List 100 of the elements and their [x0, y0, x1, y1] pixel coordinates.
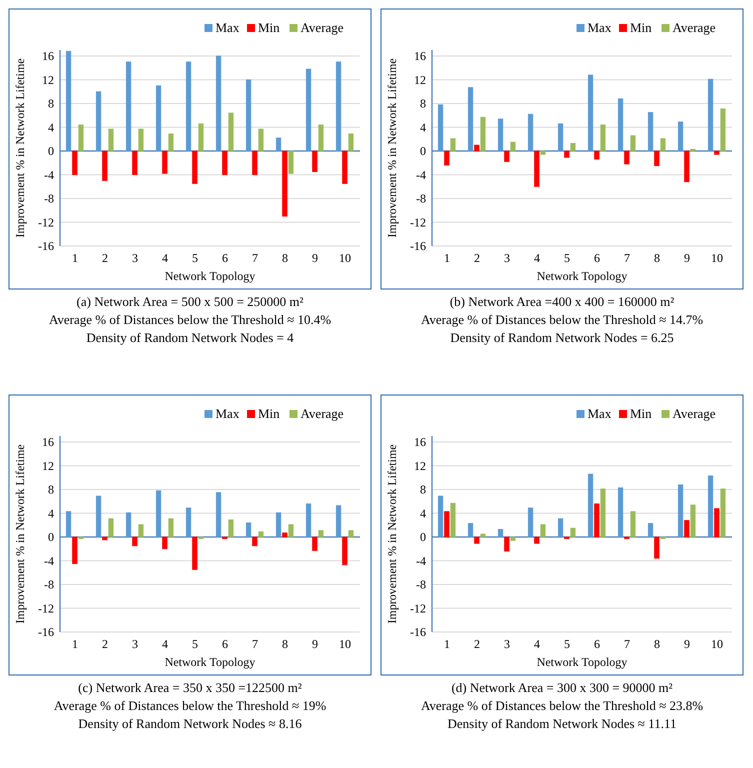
bar [306, 68, 312, 152]
text: Average % of Distances below the Threshold ≈ 14.7% [420, 312, 704, 327]
bar [66, 50, 72, 152]
legend-label: Max [216, 406, 240, 421]
x-tick-label: 2 [474, 637, 480, 651]
bar [186, 508, 192, 538]
y-tick-label: -12 [38, 215, 54, 230]
bar [66, 511, 72, 538]
bar [594, 503, 600, 538]
x-tick-label: 10 [711, 251, 723, 265]
x-tick-label: 4 [162, 637, 168, 651]
x-axis-title: Network Topology [536, 269, 628, 283]
y-tick-label: 16 [414, 49, 426, 64]
y-tick-label: 12 [42, 72, 54, 87]
bar [138, 128, 144, 152]
bar [618, 487, 624, 538]
bar [528, 114, 534, 152]
x-tick-label: 3 [504, 637, 510, 651]
x-axis-title: Network Topology [164, 655, 256, 669]
bar [96, 496, 102, 538]
bar [96, 91, 102, 152]
bar [480, 534, 486, 538]
bar [534, 150, 540, 187]
bar [102, 150, 108, 181]
bar [468, 87, 474, 152]
bar [306, 503, 312, 538]
bar [474, 536, 480, 544]
y-tick-label: -4 [416, 554, 426, 568]
y-tick-label: 0 [420, 530, 426, 544]
text: (b) Network Area =400 x 400 = 160000 m² [450, 294, 674, 309]
x-tick-label: 9 [684, 637, 690, 651]
bar [336, 505, 342, 538]
bar [222, 150, 228, 175]
bar [630, 135, 636, 152]
x-tick-label: 6 [594, 251, 600, 265]
bar [72, 150, 78, 175]
y-tick-label: -4 [416, 168, 426, 182]
bar [168, 518, 174, 538]
bar [570, 528, 576, 538]
x-tick-label: 10 [339, 637, 351, 651]
bar [654, 150, 660, 166]
y-tick-label: -16 [38, 239, 54, 254]
bar [198, 123, 204, 152]
x-tick-label: 2 [474, 251, 480, 265]
x-tick-label: 4 [534, 637, 540, 651]
bar [348, 530, 354, 538]
bar [600, 124, 606, 152]
bar [540, 150, 546, 155]
bar [186, 62, 192, 152]
x-tick-label: 7 [624, 637, 630, 651]
bar [336, 62, 342, 152]
bar [654, 536, 660, 559]
bar [648, 112, 654, 152]
bar [588, 474, 594, 538]
y-tick-label: -8 [416, 578, 426, 592]
legend-label: Average [300, 20, 344, 35]
bar [216, 56, 222, 152]
x-tick-label: 9 [684, 251, 690, 265]
bar [78, 124, 84, 152]
x-tick-label: 4 [534, 251, 540, 265]
legend-label: Min [258, 20, 280, 35]
x-tick-label: 1 [72, 637, 78, 651]
bar [690, 504, 696, 538]
bar [720, 108, 726, 152]
x-tick-label: 9 [312, 637, 318, 651]
y-axis-title: Improvement % in Network Lifetime [385, 444, 399, 624]
legend-label: Average [672, 20, 716, 35]
x-tick-label: 5 [192, 251, 198, 265]
x-tick-label: 8 [282, 637, 288, 651]
bar [444, 511, 450, 538]
y-tick-label: 0 [48, 144, 54, 158]
legend-label: Min [630, 20, 652, 35]
y-axis-title: Improvement % in Network Lifetime [13, 444, 27, 624]
y-tick-label: 4 [420, 506, 426, 520]
bar [588, 74, 594, 152]
x-tick-label: 1 [72, 251, 78, 265]
y-tick-label: 8 [420, 96, 426, 111]
bar [498, 118, 504, 152]
bar [252, 150, 258, 175]
legend-label: Min [258, 406, 280, 421]
bar [108, 128, 114, 152]
bar [228, 112, 234, 152]
bar [438, 496, 444, 538]
bar [276, 512, 282, 538]
bar [660, 138, 666, 152]
y-tick-label: 4 [48, 506, 54, 520]
bar [282, 150, 288, 217]
bar [312, 150, 318, 172]
bar [156, 85, 162, 152]
bar [288, 524, 294, 538]
x-tick-label: 7 [624, 251, 630, 265]
legend-label: Average [672, 406, 716, 421]
bar [162, 536, 168, 550]
text: (d) Network Area = 300 x 300 = 90000 m² [451, 680, 673, 695]
bar [246, 522, 252, 538]
bar [528, 508, 534, 538]
bar [126, 62, 132, 152]
bar [600, 488, 606, 538]
y-tick-label: 12 [42, 458, 54, 473]
x-tick-label: 9 [312, 251, 318, 265]
